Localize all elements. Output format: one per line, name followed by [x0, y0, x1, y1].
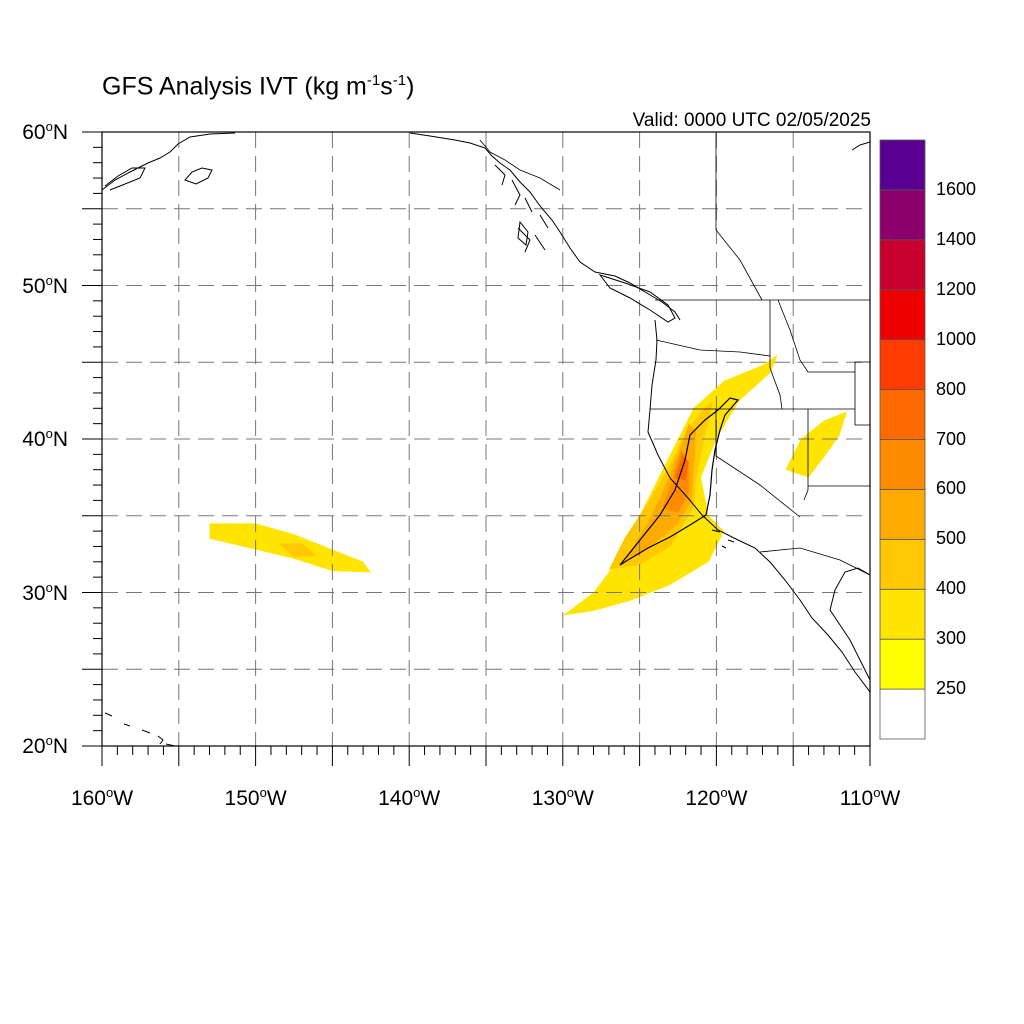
colorbar-level-label: 250 — [936, 678, 967, 699]
lat-label: 60oN — [22, 119, 68, 144]
vancouver-island — [598, 274, 676, 323]
lon-label: 130oW — [531, 785, 594, 810]
lat-label: 40oN — [22, 426, 68, 451]
lat-label: 20oN — [22, 733, 68, 758]
alaska-canada-border — [479, 139, 561, 191]
lat-label: 50oN — [22, 272, 68, 298]
axis-ticks — [82, 131, 871, 766]
utah-border — [854, 372, 870, 426]
lon-label: 120oW — [685, 785, 748, 810]
colorbar-swatch — [879, 239, 926, 291]
subtropical-plume-core — [278, 543, 317, 558]
colorbar-swatch — [879, 439, 926, 490]
hudson-coast — [851, 141, 870, 151]
panhandle-islands — [494, 164, 549, 253]
nevada-east-border — [803, 409, 809, 501]
hawaii-islands — [104, 712, 176, 746]
colorbar — [879, 139, 926, 740]
nevada-california-border — [715, 409, 801, 518]
lat-lon-grid — [102, 132, 870, 746]
colorbar-swatch — [879, 538, 926, 590]
colorbar-level-label: 800 — [936, 378, 967, 399]
colorbar-swatch — [879, 638, 926, 690]
political-borders — [479, 133, 870, 576]
colorbar-swatch — [879, 139, 926, 191]
colorbar-swatch — [879, 489, 926, 540]
colorbar-level-label: 1200 — [936, 278, 977, 299]
coastlines — [102, 132, 870, 746]
valid-time: Valid: 0000 UTC 02/05/2025 — [632, 110, 871, 131]
colorbar-level-label: 300 — [936, 628, 967, 649]
oregon-idaho-border — [769, 367, 783, 410]
lon-label: 150oW — [224, 785, 287, 810]
ivt-shading — [209, 354, 847, 616]
idaho-montana-border — [777, 299, 870, 373]
haida-gwaii — [517, 220, 529, 246]
colorbar-level-label: 600 — [936, 478, 967, 499]
colorbar-swatch — [879, 289, 926, 341]
us-west-coast — [647, 319, 870, 693]
main-ar-inner — [624, 423, 697, 562]
colorbar-swatch — [879, 588, 926, 640]
nevada-patch — [785, 411, 847, 478]
colorbar-swatch — [879, 189, 926, 241]
canada-bc-alberta-border — [715, 133, 763, 301]
lon-label: 110oW — [839, 785, 901, 810]
ivt-contour-outline — [619, 397, 740, 566]
alaska-inner-coast — [104, 167, 146, 191]
colorbar-swatch — [879, 688, 926, 740]
mexico-us-border — [759, 547, 870, 576]
colorbar-level-label: 400 — [936, 578, 967, 599]
kodiak-island — [184, 167, 213, 185]
colorbar-level-label: 1600 — [936, 178, 977, 199]
colorbar-level-label: 500 — [936, 528, 967, 549]
colorbar-level-label: 1000 — [936, 328, 977, 349]
alaska-coastline — [102, 132, 681, 321]
lon-label: 140oW — [378, 785, 441, 810]
colorbar-level-label: 1400 — [936, 228, 977, 249]
baja-gulf-coast — [829, 567, 870, 681]
oregon-north-border — [655, 339, 771, 357]
colorbar-swatch — [879, 339, 926, 390]
lat-label: 30oN — [22, 579, 68, 605]
lon-label: 160oW — [70, 785, 134, 810]
chart-title: GFS Analysis IVT (kg m-1s-1) — [102, 72, 415, 101]
colorbar-level-label: 700 — [936, 428, 967, 449]
colorbar-swatch — [879, 389, 926, 440]
channel-islands — [711, 529, 735, 549]
